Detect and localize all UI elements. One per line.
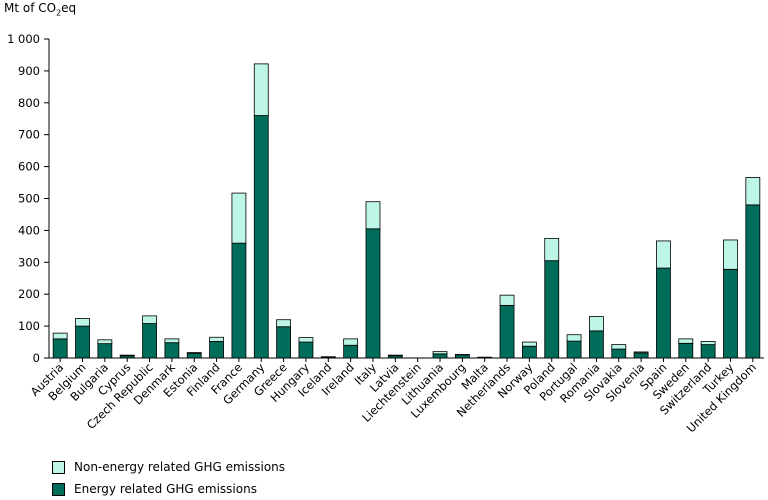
bar-non-energy	[634, 352, 648, 353]
bar-non-energy	[589, 317, 603, 331]
bar-energy	[277, 327, 291, 358]
y-tick-label: 200	[18, 287, 40, 301]
bar-energy	[656, 268, 670, 358]
y-tick-label: 300	[18, 255, 40, 269]
bar-non-energy	[701, 341, 715, 344]
y-tick-label: 600	[18, 160, 40, 174]
y-axis: 0 100 200 300 400 500 600 700 800 900 1 000	[7, 32, 764, 365]
bar-non-energy	[656, 241, 670, 268]
y-tick-label: 900	[18, 64, 40, 78]
y-tick-label: 500	[18, 192, 40, 206]
bar-non-energy	[388, 355, 402, 356]
bars	[53, 64, 760, 358]
bar-energy	[433, 354, 447, 358]
bar-non-energy	[210, 337, 224, 341]
bar-non-energy	[746, 177, 760, 204]
bar-energy	[679, 343, 693, 358]
bar-non-energy	[500, 295, 514, 305]
bar-energy	[500, 305, 514, 358]
bar-non-energy	[545, 238, 559, 260]
bar-non-energy	[232, 193, 246, 243]
bar-energy	[746, 205, 760, 358]
bar-non-energy	[522, 342, 536, 346]
bar-energy	[344, 345, 358, 358]
bar-non-energy	[433, 352, 447, 354]
bar-non-energy	[277, 320, 291, 327]
bar-energy	[455, 355, 469, 358]
y-tick-label: 100	[18, 319, 40, 333]
bar-non-energy	[143, 316, 157, 324]
y-tick-label: 700	[18, 128, 40, 142]
bar-non-energy	[299, 338, 313, 342]
bar-non-energy	[187, 353, 201, 354]
legend: Non-energy related GHG emissions Energy …	[52, 456, 285, 500]
legend-swatch-non-energy	[52, 461, 65, 474]
bar-energy	[366, 229, 380, 358]
bar-non-energy	[679, 339, 693, 343]
bar-non-energy	[120, 355, 134, 356]
bar-energy	[76, 326, 90, 358]
bar-energy	[634, 353, 648, 358]
bar-non-energy	[98, 340, 112, 344]
legend-label-energy: Energy related GHG emissions	[74, 482, 257, 496]
bar-energy	[723, 269, 737, 358]
bar-non-energy	[612, 345, 626, 349]
bar-energy	[612, 349, 626, 358]
y-tick-label: 0	[33, 351, 40, 365]
bar-energy	[232, 243, 246, 358]
bar-energy	[589, 331, 603, 358]
legend-label-non-energy: Non-energy related GHG emissions	[74, 460, 285, 474]
legend-item-non-energy: Non-energy related GHG emissions	[52, 456, 285, 478]
bar-energy	[53, 339, 67, 358]
bar-energy	[545, 261, 559, 358]
y-tick-label: 800	[18, 96, 40, 110]
bar-non-energy	[53, 333, 67, 339]
bar-non-energy	[567, 335, 581, 341]
bar-energy	[299, 342, 313, 358]
bar-energy	[210, 341, 224, 358]
legend-item-energy: Energy related GHG emissions	[52, 478, 285, 500]
bar-energy	[522, 346, 536, 358]
bar-energy	[165, 343, 179, 358]
bar-non-energy	[254, 64, 268, 116]
bar-non-energy	[76, 318, 90, 326]
bar-non-energy	[366, 202, 380, 229]
bar-energy	[143, 324, 157, 358]
bar-non-energy	[344, 339, 358, 345]
bar-energy	[567, 341, 581, 358]
bar-energy	[98, 344, 112, 358]
bar-energy	[187, 353, 201, 358]
y-tick-label: 1 000	[7, 32, 40, 46]
y-tick-label: 400	[18, 223, 40, 237]
bar-energy	[254, 116, 268, 358]
legend-swatch-energy	[52, 483, 65, 496]
bar-non-energy	[723, 240, 737, 269]
bar-non-energy	[165, 339, 179, 343]
bar-energy	[701, 345, 715, 358]
